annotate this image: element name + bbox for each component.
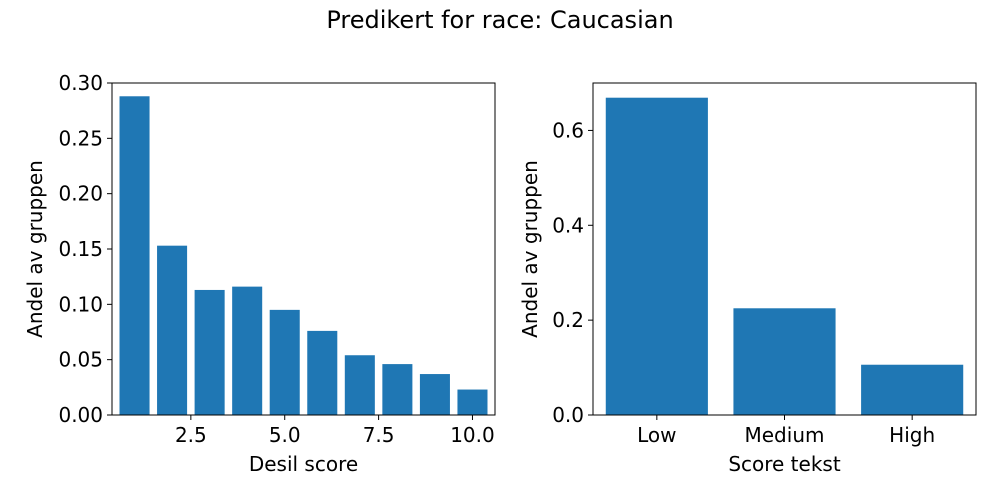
y-axis-label: Andel av gruppen <box>518 160 542 338</box>
bar-7 <box>344 355 375 415</box>
bar-3 <box>194 289 225 415</box>
x-axis-label: Desil score <box>249 452 358 476</box>
y-tick-label: 0.10 <box>58 292 103 316</box>
x-tick-label: Medium <box>745 423 825 447</box>
x-tick-label: 5.0 <box>269 423 301 447</box>
bar-5 <box>269 309 300 415</box>
bar-6 <box>307 330 338 415</box>
bar-8 <box>382 364 413 415</box>
y-tick-label: 0.30 <box>58 71 103 95</box>
y-tick-label: 0.6 <box>552 118 584 142</box>
y-tick-label: 0.00 <box>58 403 103 427</box>
chart-score-text-distribution: 0.0 0.2 0.4 0.6 Low Medium High Score tekst Ande… <box>518 82 977 476</box>
y-tick-label: 0.2 <box>552 308 584 332</box>
bar-9 <box>419 374 450 415</box>
bar-1 <box>119 96 150 415</box>
y-tick-label: 0.4 <box>552 213 584 237</box>
y-tick-label: 0.25 <box>58 126 103 150</box>
x-tick-label: 10.0 <box>450 423 495 447</box>
figure-title: Predikert for race: Caucasian <box>326 6 674 34</box>
chart-decile-distribution: 0.00 0.05 0.10 0.15 0.20 0.25 0.30 2.5 5.0 7.5 10.… <box>23 71 496 476</box>
y-tick-label: 0.15 <box>58 237 103 261</box>
x-axis-label: Score tekst <box>728 452 841 476</box>
y-tick-label: 0.20 <box>58 182 103 206</box>
bar-10 <box>457 389 488 415</box>
y-tick-label: 0.05 <box>58 348 103 372</box>
bar-2 <box>157 245 188 415</box>
x-tick-label: Low <box>637 423 676 447</box>
x-tick-label: 7.5 <box>363 423 395 447</box>
x-tick-label: 2.5 <box>175 423 207 447</box>
bar-high <box>861 364 964 415</box>
y-axis-label: Andel av gruppen <box>23 160 47 338</box>
bar-medium <box>733 308 836 415</box>
bar-low <box>605 97 708 416</box>
x-tick-label: High <box>889 423 935 447</box>
y-tick-label: 0.0 <box>552 403 584 427</box>
bar-4 <box>232 286 263 415</box>
